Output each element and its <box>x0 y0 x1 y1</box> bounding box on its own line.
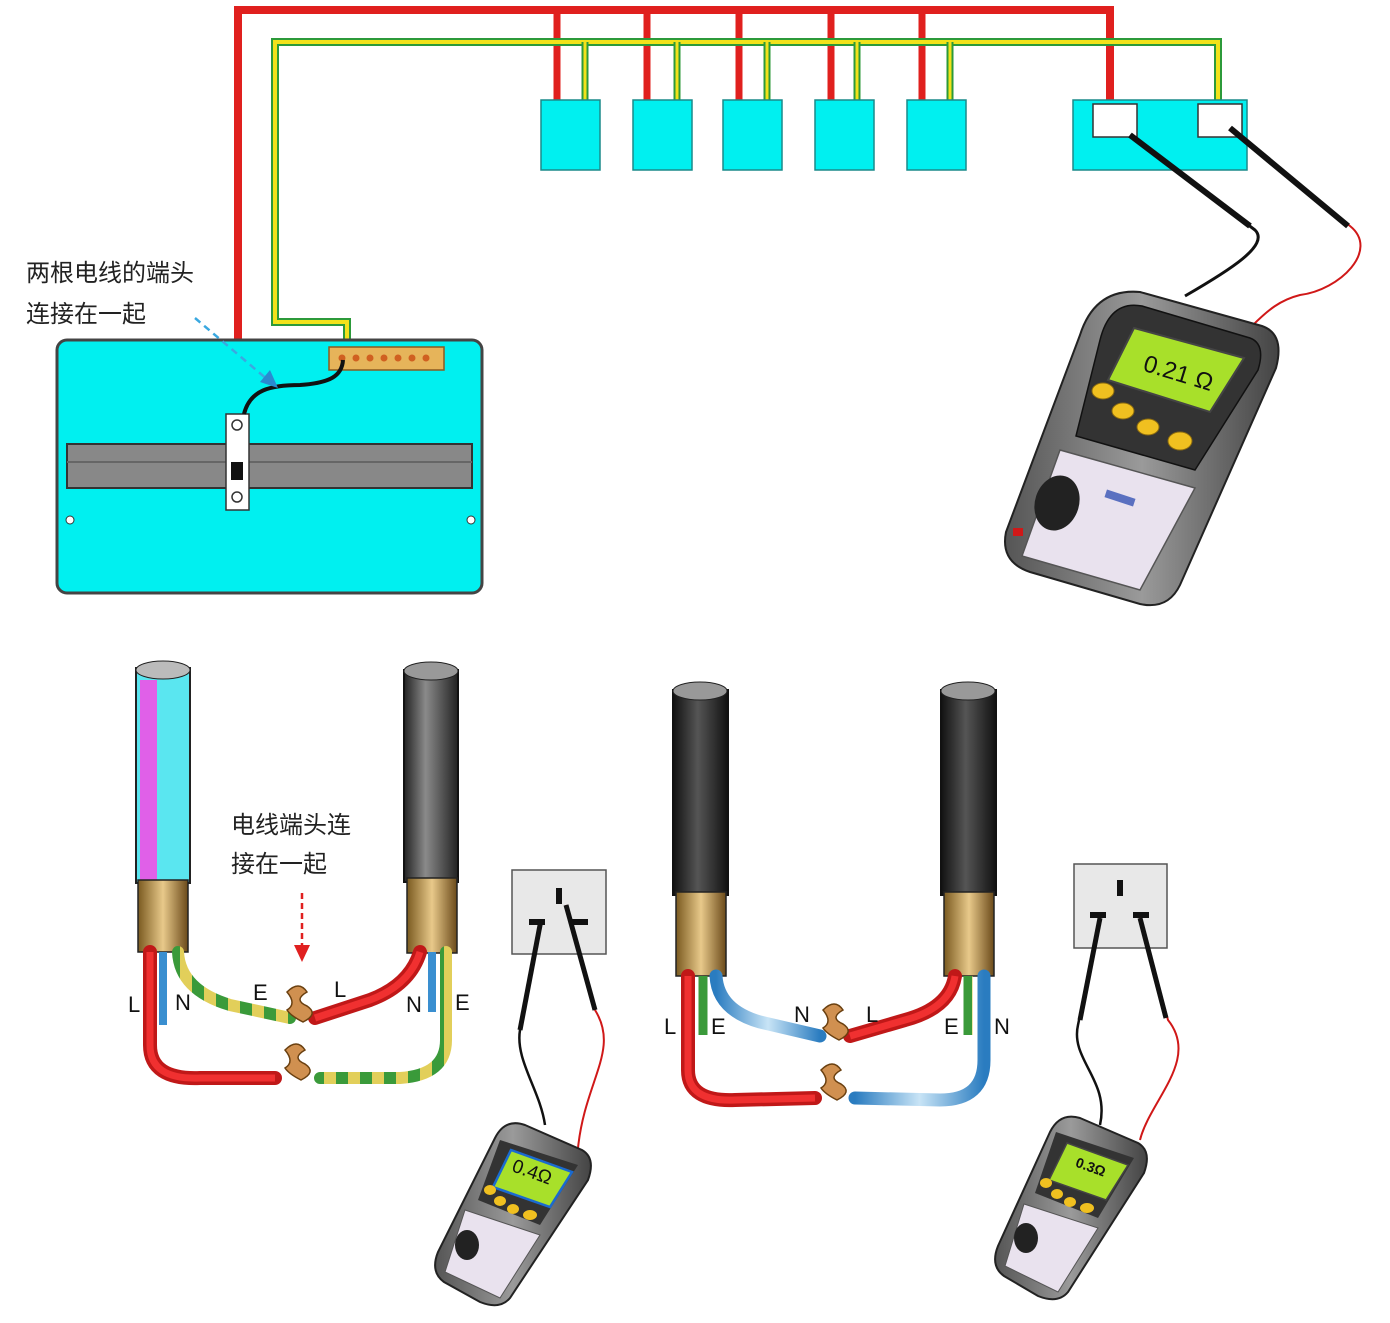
earth-wire-ring <box>271 38 1222 355</box>
bottom-note-line2: 接在一起 <box>231 850 327 878</box>
cable-sheath <box>403 669 459 883</box>
terminal-label-E: E <box>944 1014 959 1039</box>
red-probe-lead <box>1229 127 1362 327</box>
terminal-label-E: E <box>711 1014 726 1039</box>
terminal-label-E: E <box>253 980 268 1005</box>
rotary-dial <box>1034 475 1080 531</box>
socket-box <box>632 99 693 171</box>
terminal-label-L: L <box>334 977 346 1002</box>
socket-face <box>511 869 607 955</box>
bottom-left-cable-test: L N E L N E 电线端头连 接在一起 0.4Ω <box>128 660 607 1307</box>
meter-screen <box>491 1148 574 1209</box>
din-rail <box>66 443 473 489</box>
meter-screen <box>1106 326 1246 414</box>
cable-sheath <box>672 689 729 896</box>
socket-boxes <box>540 99 1248 171</box>
terminal-label-N: N <box>406 992 422 1017</box>
multimeter-small-left: 0.4Ω <box>434 1122 592 1307</box>
twisted-joint <box>283 985 313 1081</box>
probe-terminal <box>1092 103 1138 138</box>
live-wire-ring <box>234 6 1114 410</box>
terminal-label-E: E <box>455 990 470 1015</box>
socket-box <box>814 99 875 171</box>
jumper-lead <box>242 359 345 415</box>
socket-box <box>540 99 601 171</box>
terminal-label-N: N <box>994 1014 1010 1039</box>
terminal-label-L: L <box>866 1002 878 1027</box>
meter-screen <box>1047 1142 1130 1201</box>
twisted-joint <box>819 1003 849 1101</box>
terminal-label-L: L <box>128 992 140 1017</box>
bottom-right-cable-test: L E N L E N 0.3Ω <box>664 681 1180 1301</box>
top-note-line1: 两根电线的端头 <box>26 259 194 287</box>
black-probe-lead <box>1129 133 1260 298</box>
terminal-label-N: N <box>175 990 191 1015</box>
bottom-note-line1: 电线端头连 <box>231 811 351 839</box>
socket-box <box>722 99 783 171</box>
socket-face <box>1073 863 1168 949</box>
top-ring-circuit: 两根电线的端头 连接在一起 0.21 Ω <box>26 6 1362 607</box>
top-note-line2: 连接在一起 <box>26 300 146 328</box>
cable-sheath <box>940 689 997 896</box>
socket-box <box>906 99 967 171</box>
terminal-label-L: L <box>664 1014 676 1039</box>
earth-drops <box>581 42 954 100</box>
live-drops <box>553 10 926 100</box>
multimeter-small-right: 0.3Ω <box>994 1115 1148 1301</box>
terminal-label-N: N <box>794 1002 810 1027</box>
multimeter-large: 0.21 Ω <box>1004 290 1280 607</box>
